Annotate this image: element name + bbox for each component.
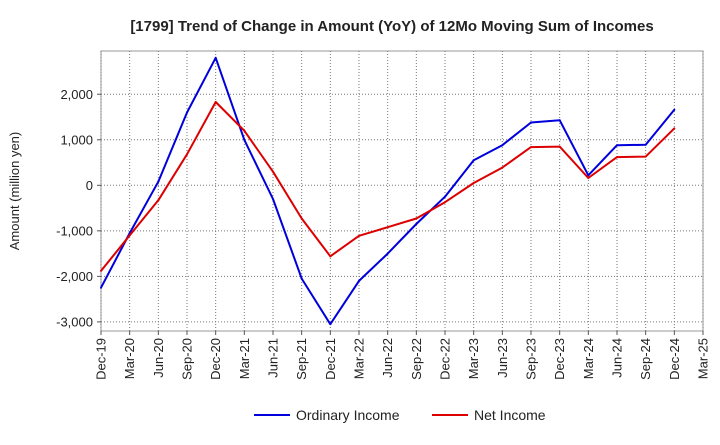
data-point-ordinary-income [214,56,217,59]
x-tick-label: Dec-22 [438,338,453,380]
data-point-ordinary-income [472,159,475,162]
x-tick-label: Jun-24 [610,338,625,378]
y-axis-ticks: 2,000 1,000 0 -1,000 -2,000 -3,000 [56,87,101,329]
data-point-ordinary-income [616,144,618,147]
data-point-net-income [587,177,590,180]
data-point-ordinary-income [501,144,504,147]
x-tick-label: Sep-24 [638,338,653,380]
data-point-net-income [157,199,160,202]
x-tick-label: Sep-23 [524,338,539,380]
x-tick-label: Jun-21 [266,338,281,378]
series-lines [100,56,676,326]
x-tick-label: Mar-22 [352,338,367,379]
x-tick-label: Mar-24 [581,338,596,379]
y-tick-label: 0 [86,178,93,193]
data-point-ordinary-income [587,174,590,177]
y-axis-label: Amount (million yen) [7,132,22,251]
data-point-ordinary-income [558,119,561,122]
data-point-ordinary-income [644,143,647,146]
data-point-ordinary-income [386,252,389,255]
data-point-ordinary-income [186,111,188,114]
data-point-net-income [501,166,504,169]
data-point-ordinary-income [415,223,418,226]
x-tick-label: Mar-23 [466,338,481,379]
x-tick-label: Jun-22 [380,338,395,378]
data-point-net-income [214,100,217,103]
x-tick-label: Dec-21 [323,338,338,380]
x-tick-label: Dec-24 [667,338,682,380]
data-point-net-income [272,170,274,173]
x-tick-label: Dec-23 [552,338,567,380]
data-point-ordinary-income [243,138,246,141]
y-tick-label: -1,000 [56,223,93,238]
x-axis-ticks: Dec-19 Mar-20 Jun-20 Sep-20 Dec-20 Mar-21 Jun-… [94,331,711,380]
x-tick-label: Mar-20 [122,338,137,379]
data-point-ordinary-income [444,195,446,198]
data-point-net-income [300,217,303,220]
x-tick-label: Dec-19 [94,338,109,380]
data-point-net-income [415,217,418,220]
data-point-ordinary-income [358,279,360,282]
data-point-net-income [558,145,561,148]
chart-title: [1799] Trend of Change in Amount (YoY) o… [130,18,653,35]
data-point-ordinary-income [100,286,102,289]
x-tick-label: Dec-20 [208,338,223,380]
y-tick-label: 2,000 [60,87,93,102]
x-tick-label: Sep-20 [180,338,195,380]
data-point-ordinary-income [673,108,676,111]
data-point-net-income [128,234,131,237]
data-point-net-income [358,234,360,237]
data-point-net-income [386,226,389,229]
data-point-net-income [243,129,246,132]
y-tick-label: 1,000 [60,132,93,147]
y-tick-label: -3,000 [56,314,93,329]
data-point-net-income [444,201,446,204]
data-point-net-income [673,127,676,130]
data-point-ordinary-income [157,180,160,183]
data-point-ordinary-income [530,121,532,124]
x-tick-label: Mar-21 [237,338,252,379]
data-point-net-income [100,269,102,272]
data-point-ordinary-income [329,323,332,326]
plot-area [100,50,704,332]
data-point-ordinary-income [272,197,274,200]
data-point-net-income [329,255,332,258]
grid [100,50,704,332]
legend-label-net-income: Net Income [474,407,546,423]
data-point-net-income [472,182,475,185]
legend-label-ordinary-income: Ordinary Income [296,407,400,423]
y-tick-label: -2,000 [56,269,93,284]
legend: Ordinary Income Net Income [254,407,546,423]
data-point-net-income [616,156,618,159]
x-tick-label: Jun-23 [495,338,510,378]
x-tick-label: Jun-20 [151,338,166,378]
x-tick-label: Sep-21 [294,338,309,380]
x-tick-label: Sep-22 [409,338,424,380]
data-point-net-income [644,155,647,158]
data-point-net-income [186,153,188,156]
x-tick-label: Mar-25 [696,338,711,379]
data-point-ordinary-income [300,277,303,280]
data-point-net-income [530,146,532,149]
